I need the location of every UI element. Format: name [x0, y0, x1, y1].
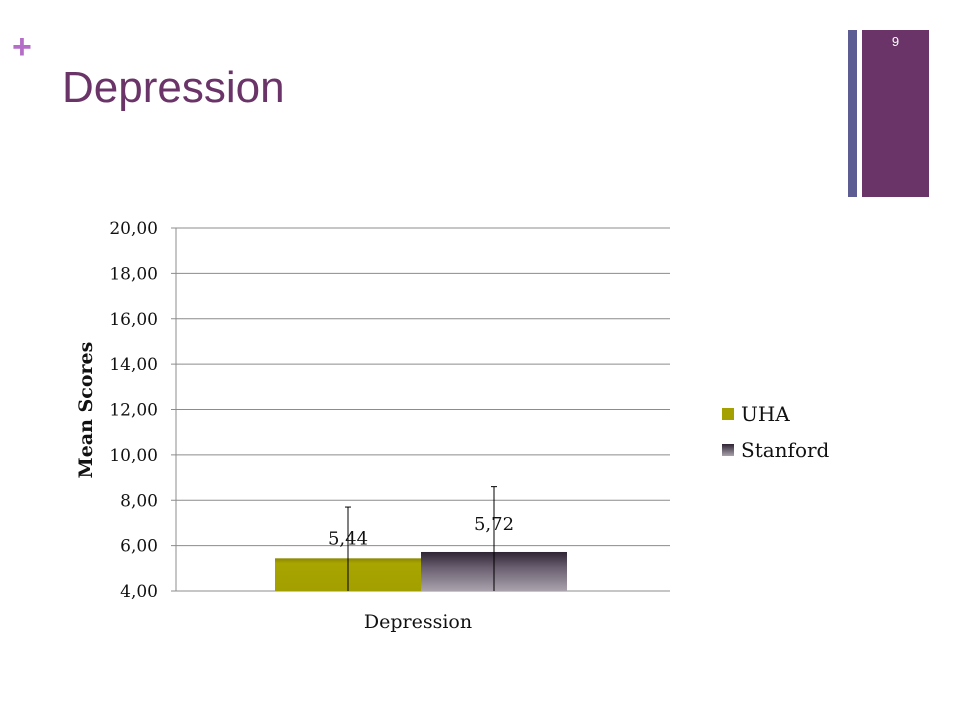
data-label: 5,44 — [328, 528, 368, 549]
y-tick-label: 10,00 — [109, 446, 158, 466]
y-tick-label: 12,00 — [109, 401, 158, 421]
legend-label-stanford: Stanford — [741, 438, 830, 462]
y-tick-label: 16,00 — [109, 310, 158, 330]
legend-swatch-stanford — [722, 444, 734, 456]
y-tick-label: 20,00 — [109, 219, 158, 239]
chart-legend: UHA Stanford — [722, 396, 829, 468]
data-label: 5,72 — [474, 514, 514, 535]
legend-swatch-uha — [722, 408, 734, 420]
x-axis-label: Depression — [364, 611, 472, 633]
y-axis-title: Mean Scores — [75, 342, 97, 479]
plus-icon: + — [12, 28, 32, 66]
y-tick-label: 8,00 — [120, 491, 158, 511]
y-tick-label: 14,00 — [109, 355, 158, 375]
legend-label-uha: UHA — [741, 402, 790, 426]
y-tick-label: 18,00 — [109, 264, 158, 284]
y-tick-label: 4,00 — [120, 582, 158, 602]
accent-bar-thin — [848, 30, 857, 197]
legend-item-stanford: Stanford — [722, 432, 829, 468]
slide-number: 9 — [891, 34, 900, 49]
accent-bar-wide — [862, 30, 929, 197]
y-tick-label: 6,00 — [120, 537, 158, 557]
slide-title: Depression — [62, 63, 285, 112]
legend-item-uha: UHA — [722, 396, 829, 432]
